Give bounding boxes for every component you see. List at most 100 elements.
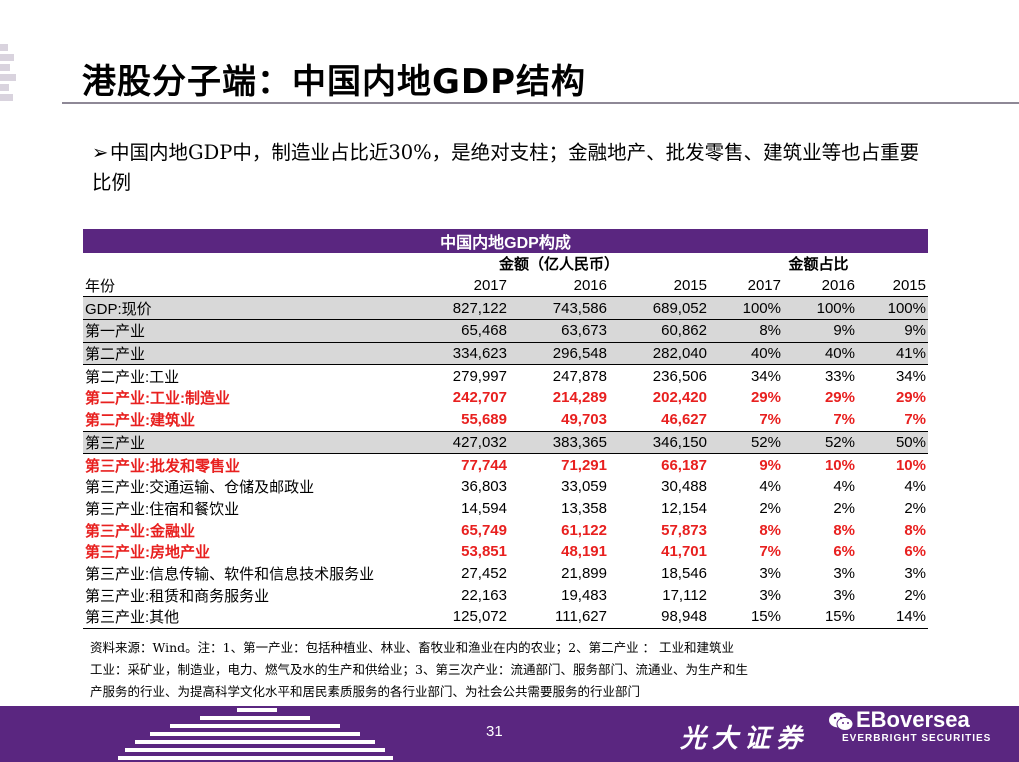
share-cell: 29% — [895, 389, 926, 407]
row-label: 第二产业 — [83, 341, 409, 366]
share-cell: 3% — [759, 586, 781, 604]
row-label: 第二产业:建筑业 — [85, 412, 195, 430]
amount-cell: 334,623 — [409, 341, 509, 366]
share-cell: 100% — [783, 296, 857, 321]
row-label: 第三产业:租赁和商务服务业 — [85, 587, 270, 605]
source-note: 资料来源：Wind。注：1、第一产业：包括种植业、林业、畜牧业和渔业在内的农业；… — [90, 637, 930, 703]
share-cell: 2% — [904, 499, 926, 517]
table-title-row: 中国内地GDP构成 — [83, 229, 928, 253]
footer-bar — [0, 706, 1019, 762]
amount-cell: 202,420 — [652, 389, 707, 407]
share-cell: 9% — [783, 319, 857, 343]
row-label: 第二产业:工业:制造业 — [85, 390, 230, 408]
amount-cell: 53,851 — [461, 543, 507, 561]
row-label: 第一产业 — [83, 319, 409, 343]
share-cell: 15% — [709, 606, 783, 629]
year-header-cell: 2017 — [709, 274, 783, 298]
watermark-account-name: EBoversea — [856, 707, 970, 732]
amount-cell: 27,452 — [461, 564, 507, 582]
share-cell: 6% — [833, 543, 855, 561]
share-cell: 7% — [833, 411, 855, 429]
share-cell: 9% — [759, 456, 781, 474]
amount-cell: 30,488 — [661, 478, 707, 496]
share-cell: 10% — [824, 456, 855, 474]
amount-cell: 743,586 — [509, 296, 609, 321]
slide-title: 港股分子端：中国内地GDP结构 — [82, 62, 587, 102]
table-row: 第二产业 334,623 296,548 282,040 40% 40% 41% — [83, 341, 928, 366]
amount-cell: 66,187 — [661, 456, 707, 474]
amount-cell: 236,506 — [652, 367, 707, 385]
group-amount-header: 金额（亿人民币） — [498, 256, 619, 274]
brand-logo-en: EVERBRIGHT SECURITIES — [842, 733, 992, 744]
wechat-icon — [829, 712, 854, 731]
amount-cell: 65,749 — [461, 521, 507, 539]
page-number: 31 — [486, 723, 503, 740]
share-cell: 34% — [750, 367, 781, 385]
amount-cell: 55,689 — [461, 411, 507, 429]
table-row: 第三产业:租赁和商务服务业 22,163 19,483 17,112 3% 3% 2% — [83, 584, 928, 606]
amount-cell: 346,150 — [609, 430, 709, 455]
share-cell: 8% — [904, 521, 926, 539]
amount-cell: 46,627 — [661, 411, 707, 429]
amount-cell: 22,163 — [461, 586, 507, 604]
amount-cell: 296,548 — [509, 341, 609, 366]
source-note-line: 工业：采矿业，制造业，电力、燃气及水的生产和供给业；3、第三次产业：流通部门、服… — [90, 662, 748, 677]
row-label: 第三产业:金融业 — [85, 522, 195, 540]
gdp-structure-table: 中国内地GDP构成 金额（亿人民币） 金额占比 年份 2017 2016 201… — [83, 229, 928, 629]
share-cell: 40% — [783, 341, 857, 366]
amount-cell: 33,059 — [561, 478, 607, 496]
amount-cell: 60,862 — [609, 319, 709, 343]
share-cell: 15% — [783, 606, 857, 629]
title-underline — [62, 42, 1019, 104]
amount-cell: 247,878 — [552, 367, 607, 385]
share-cell: 4% — [833, 478, 855, 496]
share-cell: 50% — [857, 430, 928, 455]
share-cell: 33% — [824, 367, 855, 385]
amount-cell: 13,358 — [561, 499, 607, 517]
share-cell: 3% — [759, 564, 781, 582]
share-cell: 3% — [904, 564, 926, 582]
amount-cell: 383,365 — [509, 430, 609, 455]
amount-cell: 63,673 — [509, 319, 609, 343]
amount-cell: 17,112 — [662, 586, 707, 604]
share-cell: 8% — [709, 319, 783, 343]
year-header-cell: 2016 — [783, 274, 857, 298]
share-cell: 4% — [904, 478, 926, 496]
share-cell: 2% — [833, 499, 855, 517]
row-label: 第三产业:信息传输、软件和信息技术服务业 — [85, 565, 375, 583]
table-title: 中国内地GDP构成 — [83, 229, 928, 253]
share-cell: 52% — [783, 430, 857, 455]
year-header-cell: 2016 — [509, 274, 609, 298]
row-label: 第三产业:房地产业 — [85, 544, 210, 562]
table-row: 第二产业:工业 279,997 247,878 236,506 34% 33% 34% — [83, 365, 928, 387]
year-header-cell: 2015 — [609, 274, 709, 298]
amount-cell: 282,040 — [609, 341, 709, 366]
table-row: 第三产业:其他 125,072 111,627 98,948 15% 15% 14% — [83, 606, 928, 629]
wechat-watermark: EBoversea EVERBRIGHT SECURITIES — [828, 707, 1008, 757]
table-row: 第三产业:交通运输、仓储及邮政业 36,803 33,059 30,488 4% 4% 4% — [83, 476, 928, 498]
row-label: 第三产业:住宿和餐饮业 — [85, 500, 240, 518]
share-cell: 3% — [833, 586, 855, 604]
share-cell: 100% — [857, 296, 928, 321]
table-group-header: 金额（亿人民币） 金额占比 — [83, 253, 928, 275]
table-row: 第三产业 427,032 383,365 346,150 52% 52% 50% — [83, 430, 928, 455]
row-label: 第三产业:交通运输、仓储及邮政业 — [85, 479, 315, 497]
share-cell: 40% — [709, 341, 783, 366]
share-cell: 8% — [759, 521, 781, 539]
share-cell: 7% — [904, 411, 926, 429]
table-row: GDP:现价 827,122 743,586 689,052 100% 100% 100% — [83, 296, 928, 321]
share-cell: 3% — [833, 564, 855, 582]
table-row: 第三产业:住宿和餐饮业 14,594 13,358 12,154 2% 2% 2% — [83, 498, 928, 520]
share-cell: 4% — [759, 478, 781, 496]
share-cell: 2% — [759, 499, 781, 517]
amount-cell: 125,072 — [409, 606, 509, 629]
amount-cell: 827,122 — [409, 296, 509, 321]
amount-cell: 61,122 — [561, 521, 607, 539]
group-share-header: 金额占比 — [788, 256, 849, 274]
table-row: 第三产业:信息传输、软件和信息技术服务业 27,452 21,899 18,546 3%… — [83, 563, 928, 585]
brand-logo-cn: 光大证券 — [680, 724, 809, 754]
share-cell: 2% — [904, 586, 926, 604]
share-cell: 29% — [824, 389, 855, 407]
table-year-header: 年份 2017 2016 2015 2017 2016 2015 — [83, 274, 928, 298]
source-note-line: 资料来源：Wind。注：1、第一产业：包括种植业、林业、畜牧业和渔业在内的农业；… — [90, 640, 735, 655]
